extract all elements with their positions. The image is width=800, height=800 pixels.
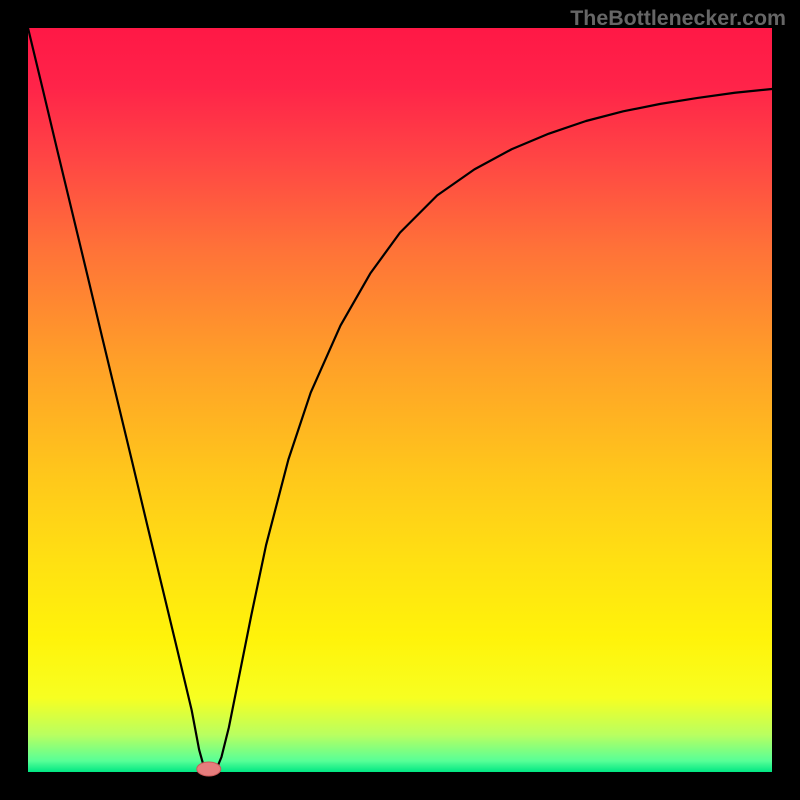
chart-svg — [0, 0, 800, 800]
minimum-marker — [197, 762, 221, 776]
gradient-background — [28, 28, 772, 772]
chart-stage: TheBottlenecker.com — [0, 0, 800, 800]
chart-border — [0, 0, 28, 800]
watermark-text: TheBottlenecker.com — [570, 6, 786, 31]
chart-border — [772, 0, 800, 800]
chart-border — [0, 772, 800, 800]
